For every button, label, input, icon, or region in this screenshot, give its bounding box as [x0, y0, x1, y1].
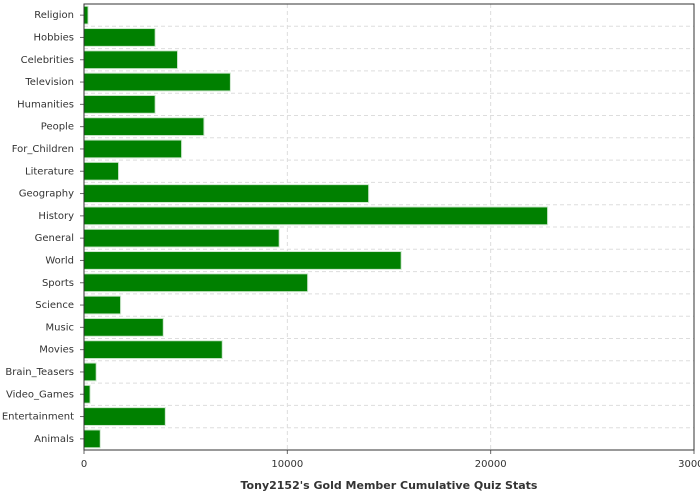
chart-title: Tony2152's Gold Member Cumulative Quiz S…	[241, 479, 538, 492]
plot-border	[83, 3, 695, 451]
bar	[83, 251, 402, 270]
bar	[83, 94, 156, 114]
y-tick-label: Religion	[34, 10, 74, 21]
bar	[83, 384, 91, 404]
bar	[83, 317, 164, 337]
y-tick-label: Sports	[42, 278, 74, 289]
bar	[83, 139, 183, 159]
x-tick-label: 20000	[475, 459, 507, 470]
bar	[83, 295, 122, 315]
bar	[83, 161, 120, 181]
x-tick-label: 10000	[271, 459, 303, 470]
bar	[83, 72, 231, 92]
bar	[83, 5, 89, 25]
y-tick-label: Science	[35, 300, 74, 311]
bar	[83, 340, 223, 360]
y-tick-label: Television	[24, 77, 74, 88]
bar	[83, 429, 101, 449]
y-tick-label: Animals	[34, 434, 74, 445]
bar	[83, 407, 166, 426]
y-tick-label: World	[45, 255, 74, 266]
y-tick-label: Geography	[19, 189, 74, 200]
y-tick-label: Movies	[39, 345, 74, 356]
x-tick-label: 0	[81, 459, 87, 470]
bar	[83, 206, 549, 226]
y-tick-label: Entertainment	[2, 412, 74, 423]
y-tick-label: Music	[46, 322, 74, 333]
y-tick-label: For_Children	[12, 144, 74, 155]
y-tick-label: General	[35, 233, 74, 244]
bar	[83, 50, 179, 70]
y-tick-label: History	[38, 211, 74, 222]
y-tick-label: Hobbies	[34, 32, 74, 43]
bar	[83, 228, 280, 248]
y-tick-label: Humanities	[17, 99, 74, 110]
y-tick-label: Video_Games	[6, 389, 74, 400]
bar	[83, 28, 156, 47]
bar	[83, 117, 205, 137]
bar	[83, 362, 97, 382]
y-tick-label: Brain_Teasers	[5, 367, 74, 378]
bar	[83, 184, 370, 203]
y-tick-label: Literature	[25, 166, 74, 177]
bar	[83, 273, 309, 293]
y-tick-label: Celebrities	[21, 55, 74, 66]
x-tick-label: 30000	[678, 459, 700, 470]
y-tick-label: People	[41, 122, 74, 133]
